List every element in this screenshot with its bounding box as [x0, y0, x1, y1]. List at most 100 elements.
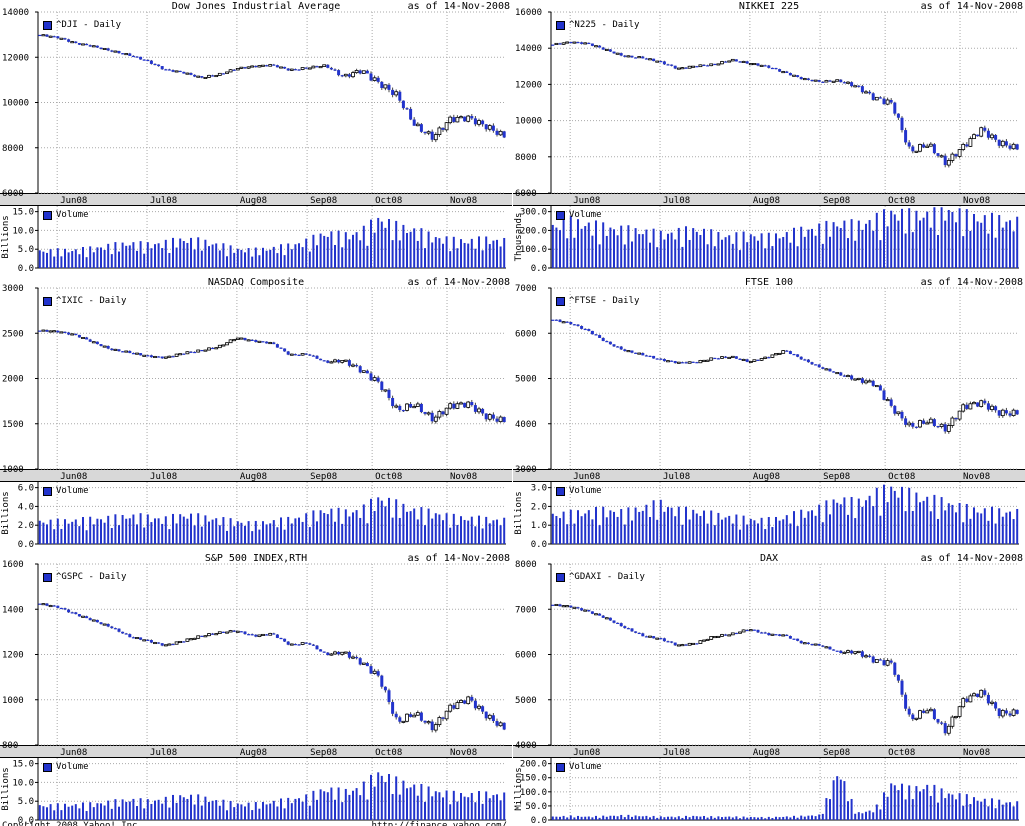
svg-text:Billions: Billions — [1, 215, 11, 258]
gspc-price-volume-chart: 1600 1400 1200 1000 800 15.0 10.0 5.0 0.0 Jun08 Ju… — [0, 560, 512, 826]
source-url: http://finance.yahoo.com/ — [371, 821, 507, 826]
svg-text:7000: 7000 — [515, 605, 537, 615]
legend-swatch-icon — [556, 20, 565, 30]
svg-text:12000: 12000 — [515, 80, 542, 90]
svg-text:Billions: Billions — [514, 491, 524, 534]
svg-text:Sep08: Sep08 — [823, 196, 850, 206]
svg-text:Aug08: Aug08 — [240, 472, 267, 482]
svg-text:4.0: 4.0 — [18, 502, 34, 512]
as-of-label: as of 14-Nov-2008 — [920, 277, 1023, 288]
chart-panel-dji: 14000 12000 10000 8000 6000 15.0 10.0 5.0 0.0 Jun… — [0, 0, 512, 276]
svg-text:0.0: 0.0 — [18, 264, 34, 274]
svg-text:7000: 7000 — [515, 284, 537, 294]
volume-legend: Volume — [43, 762, 89, 772]
svg-text:Aug08: Aug08 — [753, 196, 780, 206]
svg-text:1200: 1200 — [2, 651, 24, 661]
legend-swatch-icon — [43, 20, 52, 30]
price-legend: ^DJI - Daily — [43, 20, 121, 30]
svg-text:Sep08: Sep08 — [823, 748, 850, 758]
svg-text:10.0: 10.0 — [12, 226, 34, 236]
legend-label: ^GSPC - Daily — [56, 572, 127, 582]
svg-text:Sep08: Sep08 — [823, 472, 850, 482]
chart-header: NIKKEI 225 as of 14-Nov-2008 — [513, 0, 1025, 12]
svg-text:14000: 14000 — [2, 8, 29, 18]
svg-text:Oct08: Oct08 — [375, 472, 402, 482]
chart-header: DAX as of 14-Nov-2008 — [513, 552, 1025, 564]
svg-text:50.0: 50.0 — [525, 802, 547, 812]
volume-legend: Volume — [556, 486, 602, 496]
svg-text:2000: 2000 — [2, 375, 24, 385]
svg-text:1000: 1000 — [2, 696, 24, 706]
svg-text:6.0: 6.0 — [18, 484, 34, 494]
svg-text:0.0: 0.0 — [18, 540, 34, 550]
svg-text:Thousands: Thousands — [514, 213, 524, 262]
svg-text:Jul08: Jul08 — [150, 472, 177, 482]
svg-text:Billions: Billions — [1, 491, 11, 534]
chart-panel-gdaxi: 8000 7000 6000 5000 4000 200.0 150.0 100.0 50.0 0… — [513, 552, 1025, 826]
svg-text:6000: 6000 — [515, 329, 537, 339]
svg-text:Jun08: Jun08 — [573, 472, 600, 482]
legend-label: ^GDAXI - Daily — [569, 572, 645, 582]
legend-label: ^IXIC - Daily — [56, 296, 127, 306]
svg-text:8000: 8000 — [515, 153, 537, 163]
svg-text:5.0: 5.0 — [18, 797, 34, 807]
svg-text:10.0: 10.0 — [12, 778, 34, 788]
svg-text:14000: 14000 — [515, 44, 542, 54]
chart-panel-gspc: 1600 1400 1200 1000 800 15.0 10.0 5.0 0.0 Jun08 Ju… — [0, 552, 512, 826]
chart-title: DAX — [759, 553, 779, 564]
svg-text:4000: 4000 — [515, 741, 537, 751]
svg-text:Jun08: Jun08 — [60, 196, 87, 206]
volume-legend-label: Volume — [56, 210, 89, 220]
svg-text:5.0: 5.0 — [18, 245, 34, 255]
volume-legend-label: Volume — [569, 210, 602, 220]
svg-text:12000: 12000 — [2, 53, 29, 63]
price-legend: ^FTSE - Daily — [556, 296, 639, 306]
volume-legend-label: Volume — [56, 762, 89, 772]
svg-text:Aug08: Aug08 — [240, 748, 267, 758]
chart-title: NIKKEI 225 — [738, 1, 800, 12]
as-of-label: as of 14-Nov-2008 — [407, 1, 510, 12]
svg-text:1500: 1500 — [2, 420, 24, 430]
volume-legend: Volume — [556, 762, 602, 772]
svg-text:2500: 2500 — [2, 329, 24, 339]
chart-header: S&P 500 INDEX,RTH as of 14-Nov-2008 — [0, 552, 512, 564]
svg-text:0.0: 0.0 — [18, 816, 34, 826]
svg-text:Sep08: Sep08 — [310, 472, 337, 482]
as-of-label: as of 14-Nov-2008 — [407, 553, 510, 564]
svg-text:Jun08: Jun08 — [60, 472, 87, 482]
legend-swatch-icon — [556, 572, 565, 582]
svg-text:5000: 5000 — [515, 696, 537, 706]
volume-legend: Volume — [43, 210, 89, 220]
svg-text:Oct08: Oct08 — [375, 748, 402, 758]
chart-title: FTSE 100 — [744, 277, 794, 288]
svg-text:Millions: Millions — [514, 767, 524, 810]
svg-text:Oct08: Oct08 — [888, 472, 915, 482]
legend-swatch-icon — [43, 572, 52, 582]
svg-text:1400: 1400 — [2, 605, 24, 615]
chart-title: S&P 500 INDEX,RTH — [204, 553, 308, 564]
svg-text:Nov08: Nov08 — [963, 196, 990, 206]
svg-text:2.0: 2.0 — [531, 502, 547, 512]
legend-swatch-icon — [43, 296, 52, 306]
svg-text:Aug08: Aug08 — [240, 196, 267, 206]
svg-text:15.0: 15.0 — [12, 760, 34, 770]
svg-text:Jun08: Jun08 — [60, 748, 87, 758]
svg-text:200.0: 200.0 — [520, 226, 547, 236]
svg-text:Aug08: Aug08 — [753, 472, 780, 482]
svg-text:Nov08: Nov08 — [450, 472, 477, 482]
legend-swatch-icon — [43, 486, 52, 496]
price-legend: ^GSPC - Daily — [43, 572, 126, 582]
chart-panel-n225: 16000 14000 12000 10000 8000 6000 300.0 200.0 10… — [513, 0, 1025, 276]
svg-text:100.0: 100.0 — [520, 245, 547, 255]
svg-text:300.0: 300.0 — [520, 208, 547, 218]
svg-text:0.0: 0.0 — [531, 816, 547, 826]
chart-panel-ftse: 7000 6000 5000 4000 3000 3.0 2.0 1.0 0.0 Jun08 Jul… — [513, 276, 1025, 552]
chart-title: NASDAQ Composite — [207, 277, 305, 288]
svg-text:Oct08: Oct08 — [888, 748, 915, 758]
svg-text:1.0: 1.0 — [531, 521, 547, 531]
svg-text:Nov08: Nov08 — [963, 472, 990, 482]
chart-title: Dow Jones Industrial Average — [171, 1, 341, 12]
svg-text:800: 800 — [2, 741, 18, 751]
chart-header: Dow Jones Industrial Average as of 14-No… — [0, 0, 512, 12]
